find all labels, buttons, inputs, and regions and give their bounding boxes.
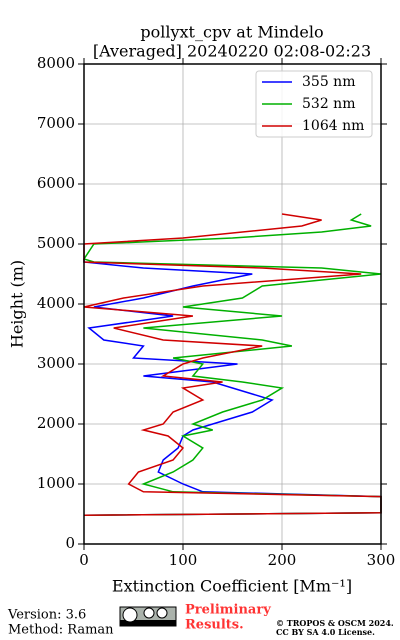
legend-box <box>255 70 373 138</box>
y-tick-label: 3000 <box>37 354 75 372</box>
profile-line <box>83 259 382 516</box>
copyright: © TROPOS & OSCM 2024. <box>276 618 394 628</box>
legend-label: 1064 nm <box>302 118 364 134</box>
legend-label: 532 nm <box>302 96 355 112</box>
y-tick-label: 5000 <box>37 234 75 252</box>
plot-frame <box>83 63 382 545</box>
legend: 355 nm 532 nm 1064 nm <box>255 70 373 138</box>
x-tick-label: 100 <box>169 551 198 569</box>
profile-line <box>82 213 382 516</box>
copyright: CC BY SA 4.0 License. <box>276 627 375 637</box>
cc-icon <box>119 606 177 627</box>
chart-title: [Averaged] 20240220 02:08-02:23 <box>93 42 371 61</box>
y-axis-label: Height (m) <box>8 260 27 348</box>
method: Method: Raman <box>8 623 114 638</box>
chart-title: pollyxt_cpv at Mindelo <box>140 23 323 42</box>
version: Version: 3.6 <box>7 608 86 623</box>
y-tick-label: 0 <box>65 534 75 552</box>
y-tick-label: 8000 <box>37 54 75 72</box>
x-tick-label: 0 <box>79 551 89 569</box>
x-tick-label: 300 <box>367 551 396 569</box>
y-tick-label: 6000 <box>37 174 75 192</box>
y-tick-label: 1000 <box>37 474 75 492</box>
x-tick-label: 200 <box>268 551 297 569</box>
y-tick-label: 7000 <box>37 114 75 132</box>
legend-label: 355 nm <box>302 74 355 90</box>
x-axis-label: Extinction Coefficient [Mm⁻¹] <box>112 577 352 596</box>
status: Results. <box>185 618 244 633</box>
y-tick-label: 4000 <box>37 294 75 312</box>
status: Preliminary <box>185 603 271 618</box>
y-tick-label: 2000 <box>37 414 75 432</box>
